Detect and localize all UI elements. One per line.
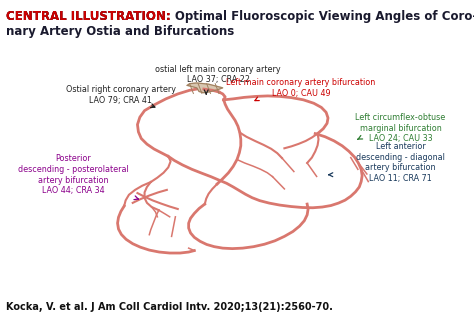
Text: CENTRAL ILLUSTRATION:: CENTRAL ILLUSTRATION: [6, 10, 171, 23]
Polygon shape [187, 83, 223, 93]
Text: Left anterior
descending - diagonal
artery bifurcation
LAO 11; CRA 71: Left anterior descending - diagonal arte… [356, 142, 445, 183]
Text: Left main coronary artery bifurcation
LAO 0; CAU 49: Left main coronary artery bifurcation LA… [227, 78, 375, 98]
Text: Ostial right coronary artery
LAO 79; CRA 41: Ostial right coronary artery LAO 79; CRA… [66, 85, 176, 105]
Text: CENTRAL ILLUSTRATION: Optimal Fluoroscopic Viewing Angles of Coro-
nary Artery O: CENTRAL ILLUSTRATION: Optimal Fluoroscop… [6, 10, 474, 38]
Text: CENTRAL ILLUSTRATION:: CENTRAL ILLUSTRATION: [6, 10, 171, 23]
Text: Left circumflex-obtuse
marginal bifurcation
LAO 24; CAU 33: Left circumflex-obtuse marginal bifurcat… [356, 113, 446, 144]
Text: Posterior
descending - posterolateral
artery bifurcation
LAO 44; CRA 34: Posterior descending - posterolateral ar… [18, 154, 129, 195]
Text: ostial left main coronary artery
LAO 37; CRA 22: ostial left main coronary artery LAO 37;… [155, 64, 281, 84]
Text: CENTRAL ILLUSTRATION: Optimal Fluoroscopic Viewing Angles of Coro-
nary Artery O: CENTRAL ILLUSTRATION: Optimal Fluoroscop… [6, 10, 474, 38]
Text: Kocka, V. et al. J Am Coll Cardiol Intv. 2020;13(21):2560-70.: Kocka, V. et al. J Am Coll Cardiol Intv.… [6, 302, 333, 312]
